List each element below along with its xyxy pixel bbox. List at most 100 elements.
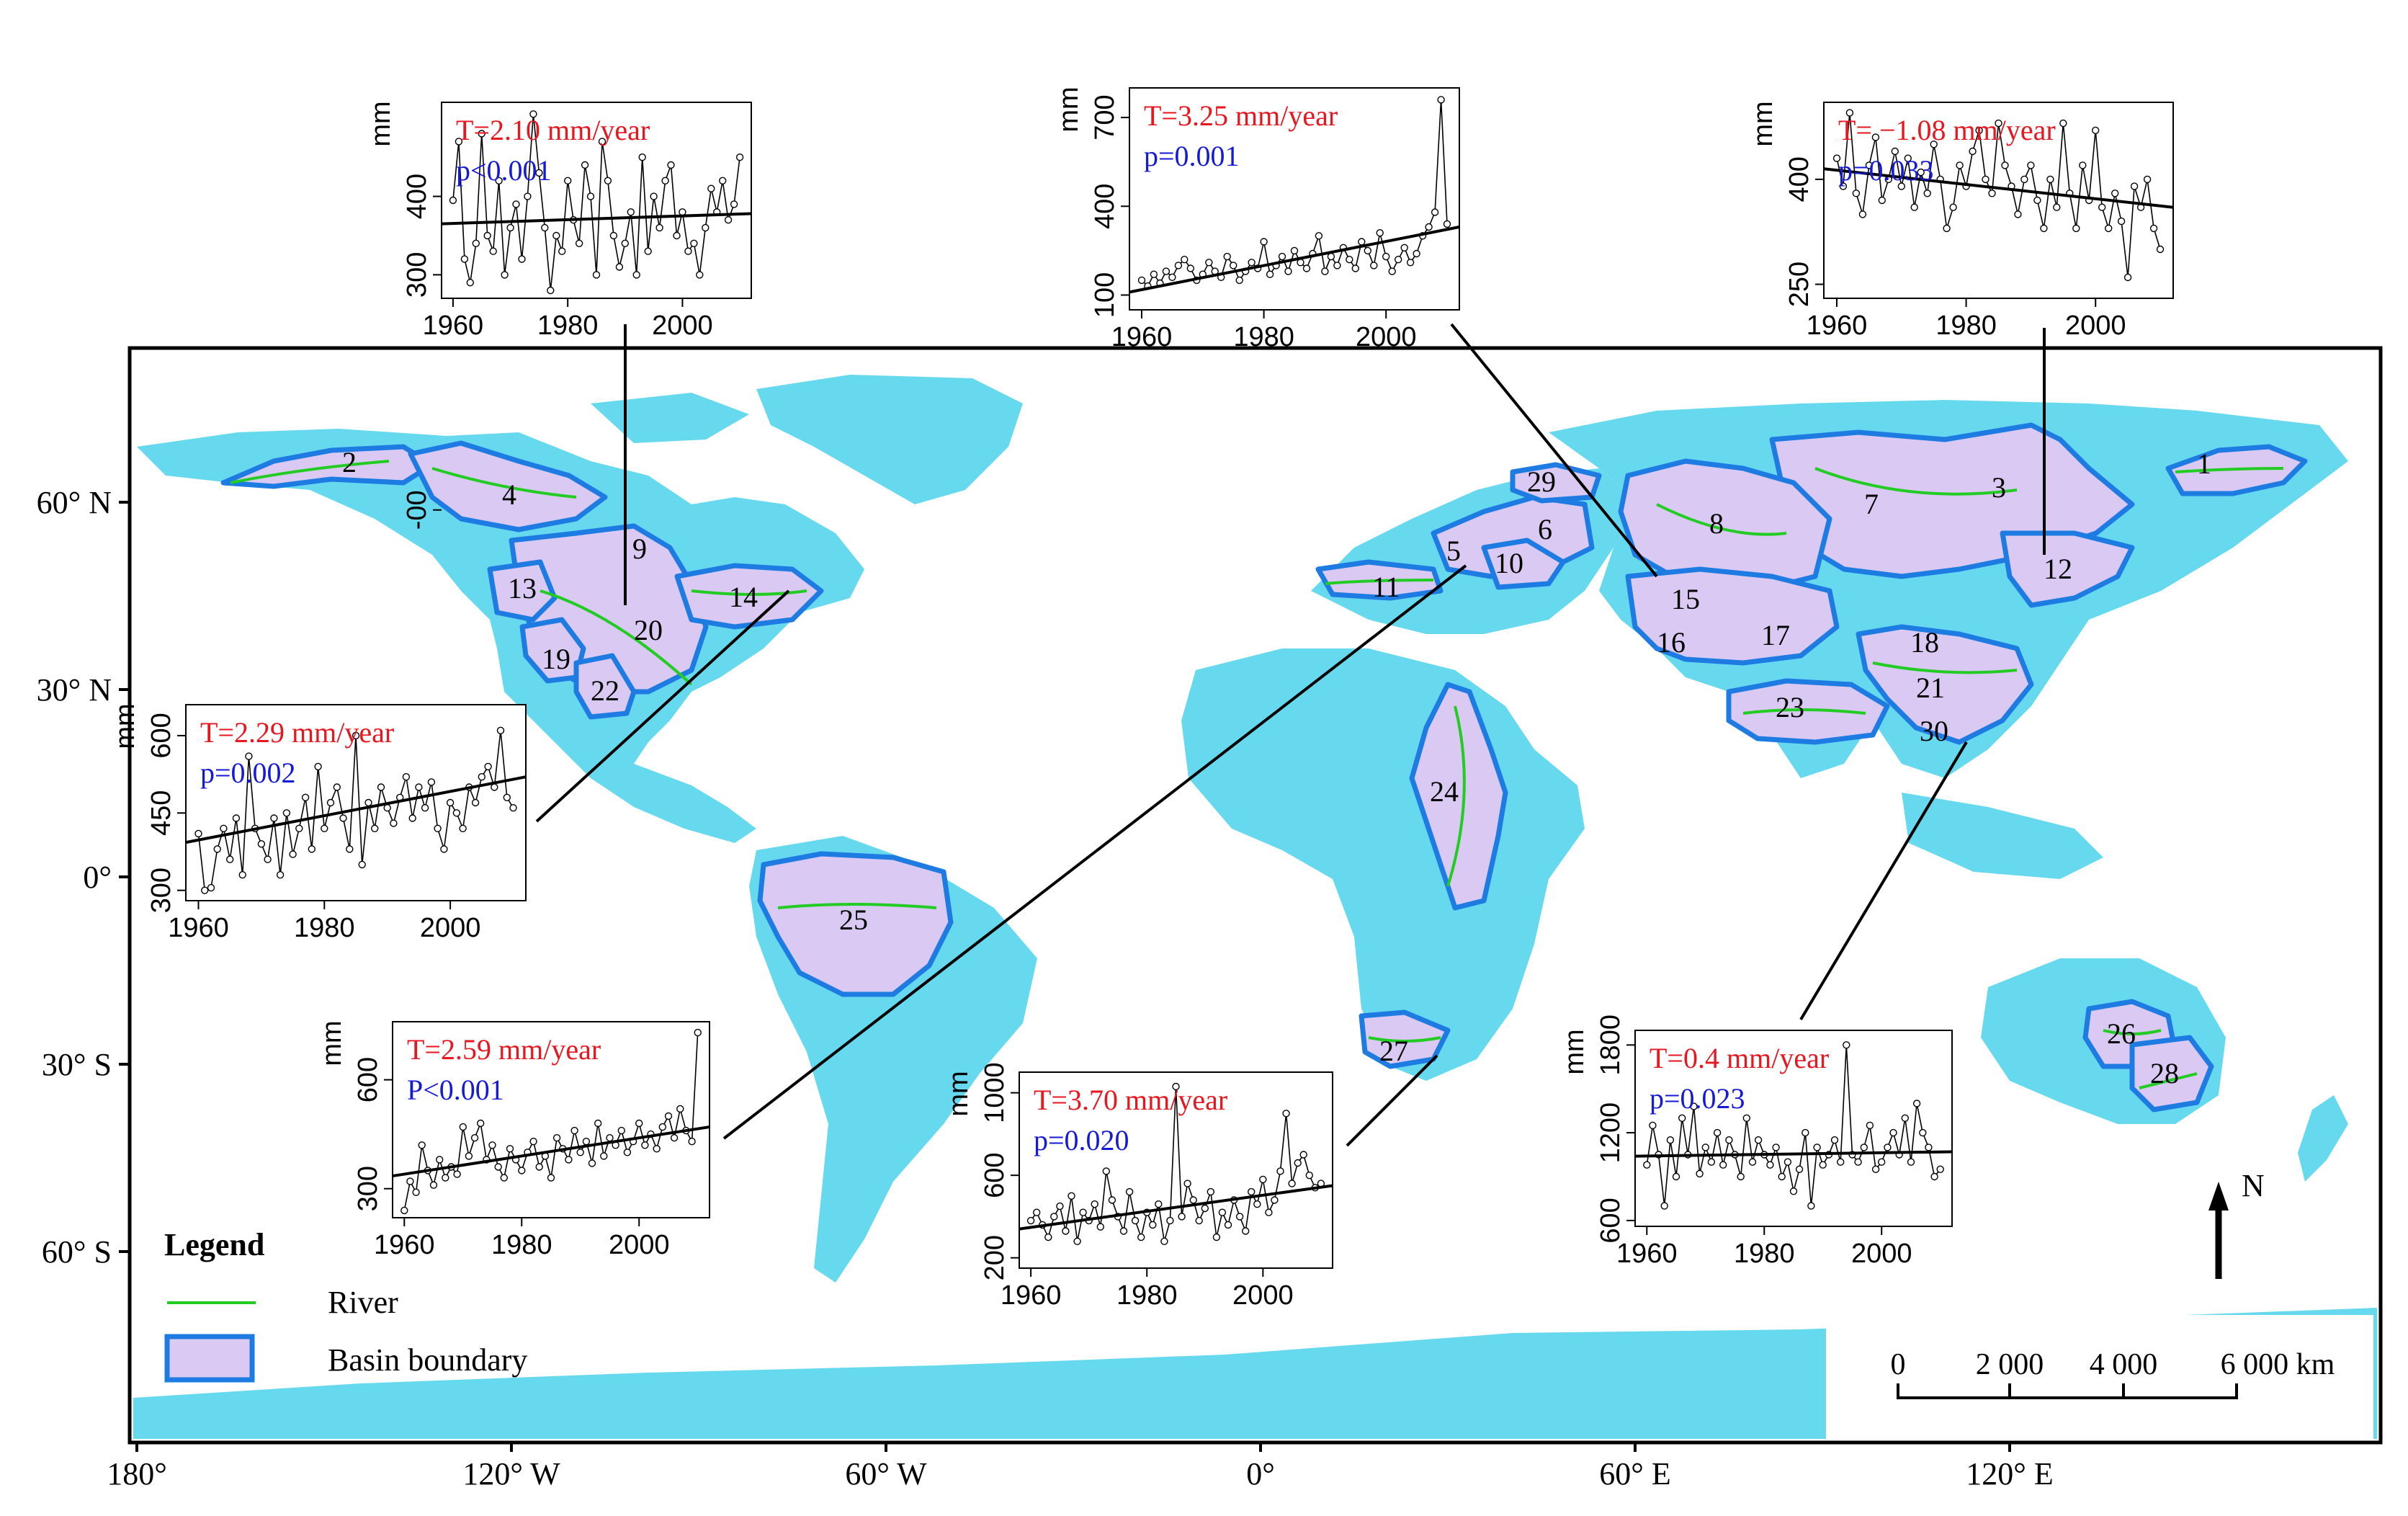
data-point xyxy=(2111,190,2119,197)
data-point xyxy=(377,783,385,791)
data-point xyxy=(1678,1114,1686,1123)
x-tick-label: 2000 xyxy=(420,913,481,943)
data-point xyxy=(1294,1159,1302,1167)
data-point xyxy=(1241,1227,1250,1235)
basin-number: 12 xyxy=(2044,553,2072,585)
data-point xyxy=(529,110,537,118)
data-point xyxy=(465,1152,473,1160)
trend-line xyxy=(1823,167,2174,209)
data-point xyxy=(1995,119,2002,128)
land-north-america xyxy=(137,429,864,843)
basin-number: 30 xyxy=(1920,715,1948,747)
data-point xyxy=(1865,161,1874,169)
trend-line xyxy=(392,1125,710,1178)
data-point xyxy=(194,829,202,838)
data-point xyxy=(1725,1136,1733,1144)
data-point xyxy=(575,239,583,247)
data-point xyxy=(1672,1172,1680,1181)
lat-label: 30° N xyxy=(37,672,112,708)
data-point xyxy=(694,1028,702,1037)
data-point xyxy=(238,870,246,879)
data-point xyxy=(276,870,285,879)
p-value-label: p<0.001 xyxy=(456,154,552,187)
y-tick-label: 400 xyxy=(1784,156,1814,202)
x-tick-label: 1960 xyxy=(1807,311,1868,341)
data-point xyxy=(1223,252,1231,261)
data-point xyxy=(2053,203,2061,211)
data-point xyxy=(664,1112,673,1120)
data-point xyxy=(339,814,347,822)
data-point xyxy=(1860,1143,1868,1151)
data-point xyxy=(402,772,411,781)
data-point xyxy=(220,824,228,833)
basin-number: 25 xyxy=(839,904,868,936)
trend-line xyxy=(1129,226,1460,294)
data-point xyxy=(429,1181,438,1189)
data-point xyxy=(547,286,555,295)
data-point xyxy=(2117,217,2126,226)
data-point xyxy=(207,883,215,892)
data-point xyxy=(2143,175,2152,184)
data-point xyxy=(1930,1172,1938,1181)
data-point xyxy=(1376,229,1384,237)
data-point xyxy=(1666,1136,1675,1144)
data-point xyxy=(707,184,715,192)
p-value-label: P<0.001 xyxy=(407,1074,504,1106)
x-tick-label: 1980 xyxy=(1233,322,1294,352)
data-point xyxy=(460,255,469,263)
data-point xyxy=(466,279,474,287)
basin-number: 24 xyxy=(1430,775,1459,808)
data-point xyxy=(1271,1196,1279,1204)
basin-13 xyxy=(487,559,558,623)
data-point xyxy=(1866,1121,1874,1130)
river-path xyxy=(2139,1072,2198,1089)
trend-label: T=2.10 mm/year xyxy=(456,114,650,146)
data-point xyxy=(641,1141,649,1149)
trend-label: T=2.59 mm/year xyxy=(407,1033,601,1066)
data-point xyxy=(735,153,744,161)
basin-number: 21 xyxy=(1916,672,1945,704)
data-point xyxy=(421,803,429,812)
data-point xyxy=(638,153,646,161)
data-point xyxy=(1248,259,1256,267)
y-tick-label: 600 xyxy=(980,1152,1010,1198)
data-point xyxy=(245,752,253,760)
data-point xyxy=(615,263,624,271)
data-point xyxy=(1382,252,1390,261)
data-point xyxy=(232,814,241,822)
data-point xyxy=(2033,196,2041,205)
data-point xyxy=(1284,267,1292,275)
data-point xyxy=(1907,1158,1915,1166)
data-point xyxy=(390,819,398,827)
data-point xyxy=(201,886,209,894)
data-point xyxy=(1260,238,1268,246)
data-point xyxy=(352,731,360,740)
leader-line xyxy=(535,589,790,823)
data-point xyxy=(1832,154,1841,162)
data-point xyxy=(1131,1216,1140,1225)
leader-line xyxy=(1450,323,1658,578)
data-point xyxy=(635,1119,643,1128)
land-southeast-asia xyxy=(1902,793,2103,879)
y-axis-label: mm xyxy=(1748,101,1778,146)
rivers xyxy=(230,460,2284,1089)
lat-label: 30° S xyxy=(42,1047,112,1082)
data-point xyxy=(1701,1143,1710,1151)
data-point xyxy=(1189,1196,1197,1204)
lon-ticks xyxy=(135,1441,2011,1452)
data-point xyxy=(1183,1180,1191,1187)
data-point xyxy=(688,1137,696,1146)
x-tick-label: 1980 xyxy=(1734,1239,1795,1269)
data-point xyxy=(1956,161,1964,169)
data-point xyxy=(264,855,272,863)
data-point xyxy=(496,726,505,734)
data-point xyxy=(1754,1136,1763,1144)
data-point xyxy=(653,1145,661,1153)
data-point xyxy=(2091,126,2100,135)
x-tick-label: 2000 xyxy=(1232,1280,1294,1311)
legend-title: Legend xyxy=(164,1227,264,1262)
data-point xyxy=(684,247,692,255)
data-point xyxy=(471,798,480,807)
y-tick-label: 100 xyxy=(1090,272,1120,318)
river-path xyxy=(2175,467,2284,473)
